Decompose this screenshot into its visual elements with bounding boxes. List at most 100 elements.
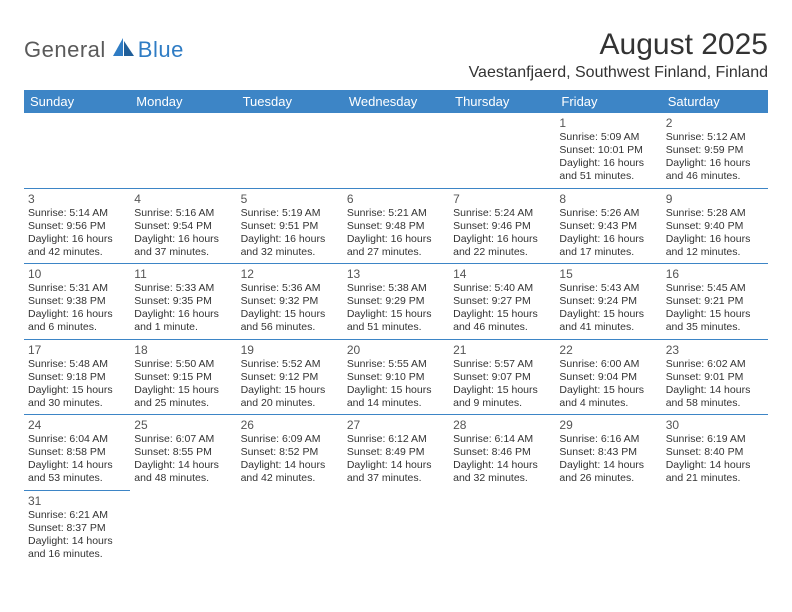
title-block: August 2025 Vaestanfjaerd, Southwest Fin… (469, 28, 768, 82)
calendar-page: General Blue August 2025 Vaestanfjaerd, … (0, 0, 792, 585)
day-number: 21 (453, 343, 551, 357)
day-number: 10 (28, 267, 126, 281)
sunrise-line: Sunrise: 5:31 AM (28, 282, 126, 295)
daylight-line: Daylight: 15 hours and 4 minutes. (559, 384, 657, 410)
brand-logo: General Blue (24, 28, 184, 63)
calendar-empty-cell (449, 113, 555, 188)
calendar-day-cell: 4Sunrise: 5:16 AMSunset: 9:54 PMDaylight… (130, 188, 236, 264)
sunrise-line: Sunrise: 5:43 AM (559, 282, 657, 295)
sunset-line: Sunset: 9:48 PM (347, 220, 445, 233)
sunrise-line: Sunrise: 5:14 AM (28, 207, 126, 220)
sunset-line: Sunset: 9:01 PM (666, 371, 764, 384)
daylight-line: Daylight: 15 hours and 20 minutes. (241, 384, 339, 410)
sunset-line: Sunset: 9:32 PM (241, 295, 339, 308)
calendar-day-cell: 9Sunrise: 5:28 AMSunset: 9:40 PMDaylight… (662, 188, 768, 264)
calendar-day-cell: 14Sunrise: 5:40 AMSunset: 9:27 PMDayligh… (449, 264, 555, 340)
weekday-header: Wednesday (343, 90, 449, 113)
calendar-day-cell: 25Sunrise: 6:07 AMSunset: 8:55 PMDayligh… (130, 415, 236, 491)
day-number: 4 (134, 192, 232, 206)
day-number: 28 (453, 418, 551, 432)
day-number: 11 (134, 267, 232, 281)
sunrise-line: Sunrise: 6:02 AM (666, 358, 764, 371)
calendar-week-row: 1Sunrise: 5:09 AMSunset: 10:01 PMDayligh… (24, 113, 768, 188)
sunrise-line: Sunrise: 5:24 AM (453, 207, 551, 220)
daylight-line: Daylight: 16 hours and 46 minutes. (666, 157, 764, 183)
daylight-line: Daylight: 16 hours and 12 minutes. (666, 233, 764, 259)
day-number: 12 (241, 267, 339, 281)
calendar-day-cell: 28Sunrise: 6:14 AMSunset: 8:46 PMDayligh… (449, 415, 555, 491)
calendar-day-cell: 24Sunrise: 6:04 AMSunset: 8:58 PMDayligh… (24, 415, 130, 491)
daylight-line: Daylight: 15 hours and 41 minutes. (559, 308, 657, 334)
daylight-line: Daylight: 15 hours and 35 minutes. (666, 308, 764, 334)
calendar-body: 1Sunrise: 5:09 AMSunset: 10:01 PMDayligh… (24, 113, 768, 565)
brand-text-blue: Blue (138, 37, 184, 63)
day-number: 13 (347, 267, 445, 281)
sunset-line: Sunset: 9:29 PM (347, 295, 445, 308)
calendar-day-cell: 2Sunrise: 5:12 AMSunset: 9:59 PMDaylight… (662, 113, 768, 188)
sunrise-line: Sunrise: 6:00 AM (559, 358, 657, 371)
calendar-day-cell: 22Sunrise: 6:00 AMSunset: 9:04 PMDayligh… (555, 339, 661, 415)
calendar-day-cell: 12Sunrise: 5:36 AMSunset: 9:32 PMDayligh… (237, 264, 343, 340)
sunrise-line: Sunrise: 6:16 AM (559, 433, 657, 446)
calendar-empty-cell (343, 113, 449, 188)
day-number: 29 (559, 418, 657, 432)
sunrise-line: Sunrise: 5:28 AM (666, 207, 764, 220)
calendar-empty-cell (237, 490, 343, 565)
sunrise-line: Sunrise: 5:45 AM (666, 282, 764, 295)
calendar-empty-cell (237, 113, 343, 188)
day-number: 27 (347, 418, 445, 432)
calendar-day-cell: 13Sunrise: 5:38 AMSunset: 9:29 PMDayligh… (343, 264, 449, 340)
calendar-day-cell: 21Sunrise: 5:57 AMSunset: 9:07 PMDayligh… (449, 339, 555, 415)
day-number: 26 (241, 418, 339, 432)
day-number: 9 (666, 192, 764, 206)
daylight-line: Daylight: 14 hours and 42 minutes. (241, 459, 339, 485)
calendar-header-row: SundayMondayTuesdayWednesdayThursdayFrid… (24, 90, 768, 113)
daylight-line: Daylight: 15 hours and 46 minutes. (453, 308, 551, 334)
sunrise-line: Sunrise: 5:21 AM (347, 207, 445, 220)
calendar-table: SundayMondayTuesdayWednesdayThursdayFrid… (24, 90, 768, 565)
month-title: August 2025 (469, 28, 768, 62)
daylight-line: Daylight: 15 hours and 14 minutes. (347, 384, 445, 410)
day-number: 7 (453, 192, 551, 206)
sunset-line: Sunset: 9:38 PM (28, 295, 126, 308)
calendar-day-cell: 29Sunrise: 6:16 AMSunset: 8:43 PMDayligh… (555, 415, 661, 491)
sunset-line: Sunset: 9:12 PM (241, 371, 339, 384)
day-number: 16 (666, 267, 764, 281)
calendar-day-cell: 10Sunrise: 5:31 AMSunset: 9:38 PMDayligh… (24, 264, 130, 340)
day-number: 18 (134, 343, 232, 357)
header: General Blue August 2025 Vaestanfjaerd, … (24, 28, 768, 82)
calendar-day-cell: 16Sunrise: 5:45 AMSunset: 9:21 PMDayligh… (662, 264, 768, 340)
day-number: 2 (666, 116, 764, 130)
sunrise-line: Sunrise: 5:16 AM (134, 207, 232, 220)
calendar-day-cell: 5Sunrise: 5:19 AMSunset: 9:51 PMDaylight… (237, 188, 343, 264)
weekday-header: Friday (555, 90, 661, 113)
day-number: 31 (28, 494, 126, 508)
daylight-line: Daylight: 15 hours and 9 minutes. (453, 384, 551, 410)
calendar-day-cell: 3Sunrise: 5:14 AMSunset: 9:56 PMDaylight… (24, 188, 130, 264)
calendar-day-cell: 6Sunrise: 5:21 AMSunset: 9:48 PMDaylight… (343, 188, 449, 264)
sunset-line: Sunset: 9:10 PM (347, 371, 445, 384)
weekday-header: Saturday (662, 90, 768, 113)
calendar-day-cell: 19Sunrise: 5:52 AMSunset: 9:12 PMDayligh… (237, 339, 343, 415)
sunset-line: Sunset: 9:59 PM (666, 144, 764, 157)
day-number: 3 (28, 192, 126, 206)
sunrise-line: Sunrise: 5:55 AM (347, 358, 445, 371)
calendar-week-row: 24Sunrise: 6:04 AMSunset: 8:58 PMDayligh… (24, 415, 768, 491)
sunrise-line: Sunrise: 5:09 AM (559, 131, 657, 144)
sunset-line: Sunset: 9:04 PM (559, 371, 657, 384)
daylight-line: Daylight: 16 hours and 42 minutes. (28, 233, 126, 259)
daylight-line: Daylight: 16 hours and 22 minutes. (453, 233, 551, 259)
day-number: 24 (28, 418, 126, 432)
sunset-line: Sunset: 9:18 PM (28, 371, 126, 384)
daylight-line: Daylight: 14 hours and 48 minutes. (134, 459, 232, 485)
sunset-line: Sunset: 9:21 PM (666, 295, 764, 308)
sunrise-line: Sunrise: 5:48 AM (28, 358, 126, 371)
day-number: 22 (559, 343, 657, 357)
daylight-line: Daylight: 14 hours and 32 minutes. (453, 459, 551, 485)
day-number: 17 (28, 343, 126, 357)
sunrise-line: Sunrise: 5:50 AM (134, 358, 232, 371)
day-number: 14 (453, 267, 551, 281)
sunset-line: Sunset: 8:43 PM (559, 446, 657, 459)
calendar-day-cell: 18Sunrise: 5:50 AMSunset: 9:15 PMDayligh… (130, 339, 236, 415)
calendar-day-cell: 27Sunrise: 6:12 AMSunset: 8:49 PMDayligh… (343, 415, 449, 491)
